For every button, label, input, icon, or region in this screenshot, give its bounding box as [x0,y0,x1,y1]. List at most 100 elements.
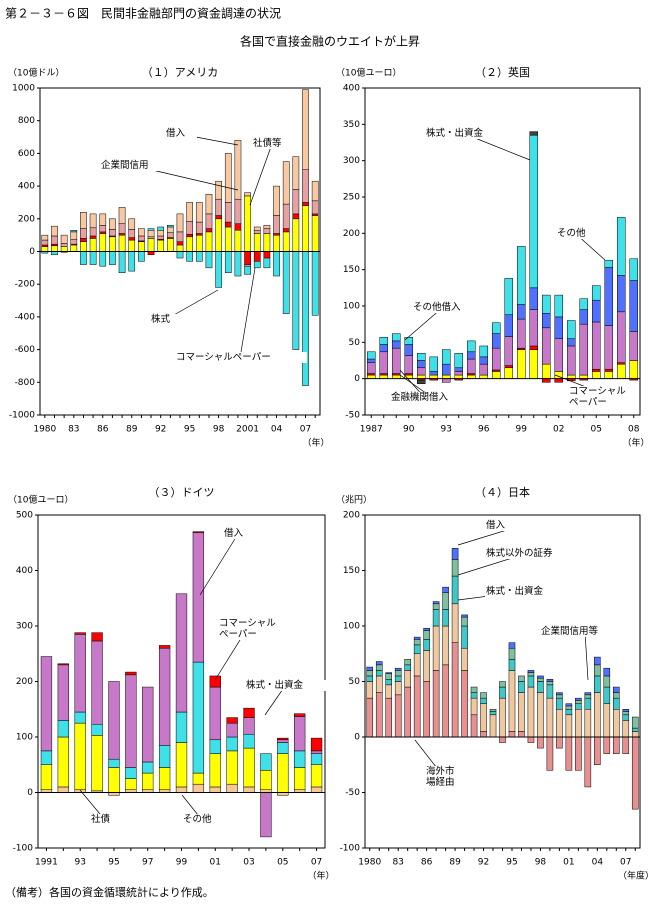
y-tick-label: -100 [13,844,34,854]
bar-segment [125,674,137,768]
bar-segment [492,322,501,334]
bar-segment [508,731,516,738]
bar-segment [385,673,392,680]
x-axis-label: （年度） [618,870,649,882]
bar-segment [109,251,116,265]
bar-segment [603,686,611,704]
bar-segment [273,251,280,277]
chart-title: （３）ドイツ [149,486,215,499]
bar-segment [442,586,449,593]
x-tick-label: 90 [403,425,415,435]
bar-segment [413,644,421,654]
bar-segment [167,225,174,228]
bar-segment [375,675,383,693]
y-axis-label: （10億ユーロ） [336,67,401,79]
bar-segment [417,352,426,361]
bar-segment [442,378,451,383]
bar-segment [385,679,392,686]
y-tick-label: 200 [343,511,360,521]
bar-segment [404,670,411,688]
bar-segment [517,349,526,379]
bar-segment [413,639,421,646]
bar-segment [594,664,601,677]
x-tick-label: 86 [421,858,433,868]
bar-segment [158,645,171,649]
bar-segment [584,697,592,710]
bar-segment [604,368,613,372]
bar-segment [175,786,188,793]
bar-segment [613,686,620,693]
bar-segment [432,670,440,738]
bar-segment [454,371,463,376]
bar-segment [492,371,501,379]
bar-segment [617,363,626,379]
bar-segment [394,694,402,738]
y-tick-label: 0 [29,247,35,257]
y-axis-label: （10億ドル） [8,67,64,79]
y-tick-label: 0 [354,374,360,384]
y-tick-label: 800 [18,116,35,126]
bar-segment [226,717,238,724]
bar-segment [243,786,255,793]
y-tick-label: 100 [343,622,360,632]
bar-segment [392,333,401,342]
bar-segment [260,770,272,790]
bar-segment [375,692,383,738]
x-tick-label: 89 [126,425,138,435]
bar-segment [392,374,401,379]
bar-segment [260,792,272,838]
bar-segment [57,720,69,738]
bar-segment [118,251,126,274]
x-tick-label: 04 [271,425,283,435]
bar-segment [205,231,213,252]
bar-segment [89,238,97,252]
bar-segment [592,299,601,323]
bar-segment [480,692,487,699]
y-tick-label: 400 [18,182,35,192]
bar-segment [392,340,401,349]
bar-segment [253,226,261,231]
bar-segment [631,731,639,738]
bar-segment [367,358,376,363]
bar-segment [537,692,544,738]
bar-segment [454,352,463,369]
bar-segment [518,675,525,682]
bar-segment [508,659,516,671]
bar-segment [567,320,576,339]
bar-segment [542,313,551,329]
x-tick-label: 98 [213,425,225,435]
bar-segment [234,223,242,231]
bar-segment [282,231,290,252]
bar-segment [192,772,205,785]
bar-segment [508,642,516,649]
x-axis-label: （年） [622,437,649,449]
series-annotation: 株式・出資金 [485,586,557,597]
x-tick-label: 01 [210,858,221,868]
bar-segment [537,681,544,693]
bar-segment [565,709,573,716]
bar-segment [622,714,630,721]
bar-segment [413,636,421,640]
bar-segment [226,722,238,738]
bar-segment [529,349,538,379]
bar-segment [529,345,538,350]
bar-segment [70,244,78,252]
bar-segment [546,681,554,686]
bar-segment [584,694,592,699]
bar-segment [195,251,203,262]
bar-segment [594,692,601,738]
bar-segment [413,653,421,677]
bar-segment [527,736,535,743]
x-tick-label: 92 [155,425,166,435]
bar-segment [260,753,272,771]
y-tick-label: 200 [343,229,360,239]
x-tick-label: 99 [176,858,188,868]
bar-segment [186,236,193,252]
bar-segment [41,239,49,246]
bar-segment [575,703,582,710]
bar-segment [215,180,222,200]
bar-segment [108,767,120,793]
bar-segment [282,161,290,205]
x-tick-label: 02 [553,425,564,435]
x-tick-label: 1987 [360,425,383,435]
